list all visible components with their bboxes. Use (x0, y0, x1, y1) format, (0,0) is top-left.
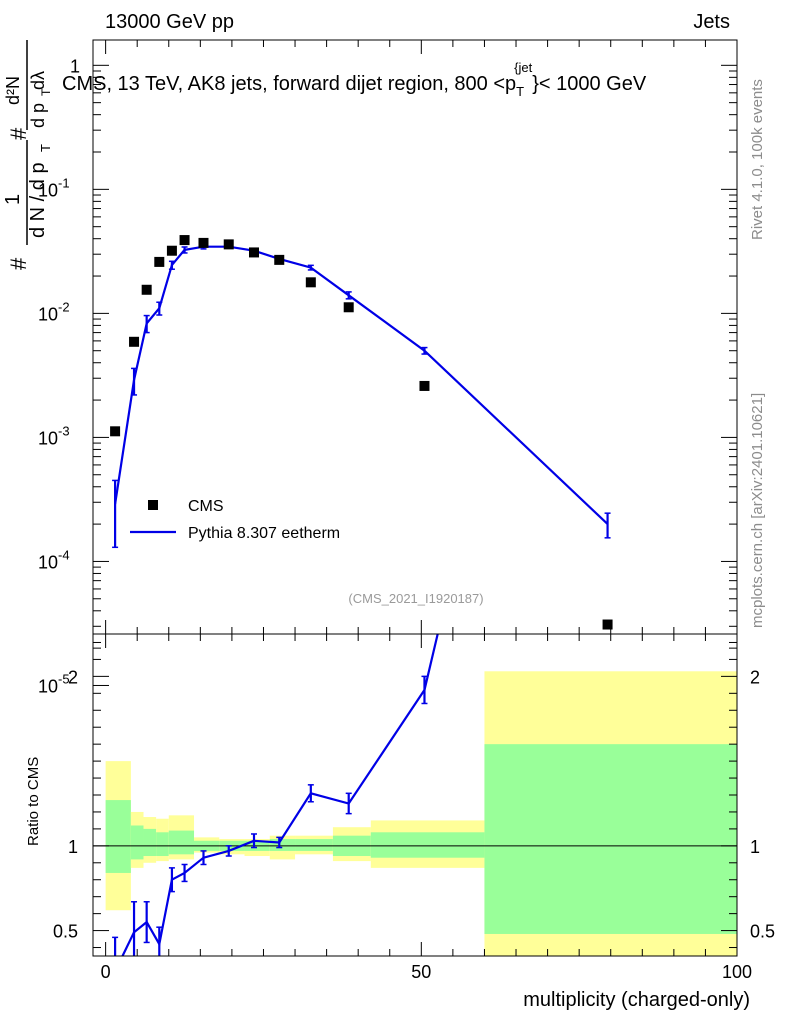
ratio-band-inner (484, 744, 737, 934)
main-y-tick-label: 1 (70, 56, 80, 76)
y-label-outer-num: 1 (2, 194, 24, 205)
legend-label-pythia: Pythia 8.307 eetherm (188, 525, 340, 542)
cms-data-point (154, 256, 165, 267)
cms-data-point (602, 619, 613, 630)
y-label-hash-inner: # (6, 127, 31, 140)
ratio-band-inner (370, 832, 485, 858)
legend-label-cms: CMS (188, 498, 224, 515)
cms-data-point (419, 380, 430, 391)
y-label-inner-tail: dλ (28, 71, 48, 90)
chart-title-sub: T (516, 84, 524, 99)
x-tick-label: 50 (411, 962, 431, 982)
main-axis-ticks: 10-5 10-4 10-3 10-2 10-1 1 (38, 40, 738, 696)
x-tick-label: 0 (101, 962, 111, 982)
cms-data-point (198, 237, 209, 248)
main-y-tick-label: 10-1 (38, 175, 70, 200)
cms-data-point (223, 239, 234, 250)
ratio-band-inner (130, 825, 144, 860)
ratio-band-inner (295, 839, 333, 851)
header-energy: 13000 GeV pp (105, 11, 234, 33)
ratio-y-tick-label-right: 2 (750, 667, 760, 687)
y-label-inner-sub: T (39, 88, 53, 96)
chart-title-post: }< 1000 GeV (532, 73, 647, 95)
analysis-id-label: (CMS_2021_I1920187) (348, 591, 483, 606)
rivet-version-label: Rivet 4.1.0, 100k events (749, 79, 766, 240)
main-plot-area (110, 235, 613, 630)
ratio-plot-area (93, 634, 737, 956)
ratio-band-inner (105, 800, 131, 873)
main-y-tick-label: 10-5 (38, 671, 70, 696)
main-y-tick-label: 10-3 (38, 423, 70, 448)
legend: CMS Pythia 8.307 eetherm (130, 498, 340, 542)
chart-title-sup: {jet (514, 60, 532, 75)
y-label-outer-den: d N / d p (27, 162, 49, 238)
ratio-y-tick-label-right: 0.5 (750, 922, 775, 942)
ratio-y-tick-label-left: 2 (68, 667, 78, 687)
cms-data-point (249, 247, 259, 258)
x-tick-label: 100 (722, 962, 752, 982)
cms-data-point (166, 245, 177, 256)
ratio-band-inner (143, 828, 157, 857)
cms-data-point (305, 277, 316, 288)
ratio-mc-series (112, 634, 439, 956)
ratio-y-tick-label-right: 1 (750, 837, 760, 857)
ratio-band-inner (156, 832, 169, 857)
header-jets: Jets (693, 11, 730, 33)
cms-data-point (129, 336, 140, 347)
main-y-tick-label: 10-4 (38, 547, 70, 572)
main-y-tick-label: 10-2 (38, 299, 70, 324)
y-label-inner-num: d²N (3, 76, 23, 105)
y-label-outer-sub: T (38, 144, 53, 152)
ratio-y-tick-label-left: 0.5 (53, 922, 78, 942)
y-label-inner-den: d p (28, 103, 48, 128)
cms-data-point (110, 426, 121, 437)
x-axis-label: multiplicity (charged-only) (523, 989, 750, 1011)
ratio-axis-ticks: 0.5 0.5 1 1 2 2 0 50 100 (53, 634, 775, 982)
chart-title: CMS, 13 TeV, AK8 jets, forward dijet reg… (62, 60, 647, 99)
y-label-hash-outer: # (6, 257, 31, 270)
chart-title-pre: CMS, 13 TeV, AK8 jets, forward dijet reg… (62, 73, 516, 95)
cms-data-point (343, 302, 354, 313)
ratio-y-tick-label-left: 1 (68, 837, 78, 857)
ratio-band-inner (269, 839, 296, 851)
ratio-band-inner (168, 830, 195, 855)
ratio-y-axis-label: Ratio to CMS (25, 757, 42, 846)
cms-data-point (179, 235, 190, 246)
cms-data-point (141, 284, 152, 295)
main-y-axis-label: # d N / d p T 1 # d²N d p T dλ (2, 40, 53, 270)
ratio-mc-line (121, 634, 439, 956)
legend-marker-cms (148, 500, 158, 510)
mc-curve (114, 245, 609, 525)
mcplots-label: mcplots.cern.ch [arXiv:2401.10621] (749, 393, 766, 628)
cms-data-point (274, 254, 285, 265)
